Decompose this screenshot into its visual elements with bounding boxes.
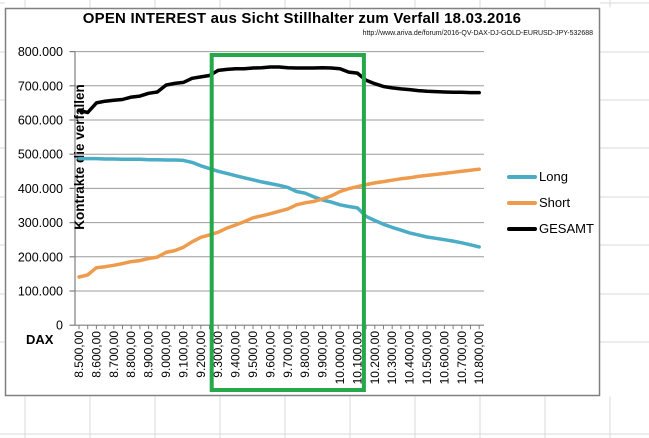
x-tick-label: 10.600,00 bbox=[437, 331, 451, 385]
x-tick-label: 9.600,00 bbox=[263, 331, 277, 378]
y-tick-label: 800.000 bbox=[18, 45, 63, 59]
legend-label: Long bbox=[539, 169, 568, 184]
x-tick-label: 10.200,00 bbox=[368, 331, 382, 385]
legend-label: Short bbox=[539, 195, 571, 210]
x-tick-label: 9.900,00 bbox=[316, 331, 330, 378]
x-tick-label: 8.900,00 bbox=[142, 331, 156, 378]
x-axis-title: DAX bbox=[26, 332, 54, 347]
source-url-text: http://www.ariva.de/forum/2016-QV-DAX-DJ… bbox=[362, 30, 593, 37]
highlight-box bbox=[209, 53, 366, 392]
x-tick-label: 9.100,00 bbox=[176, 331, 190, 378]
x-tick-label: 10.400,00 bbox=[403, 331, 417, 385]
y-tick-label: 400.000 bbox=[18, 182, 63, 196]
legend-swatch-gesamt bbox=[507, 226, 537, 231]
series-line-gesamt bbox=[77, 65, 481, 115]
x-tick-label: 9.800,00 bbox=[298, 331, 312, 378]
series-line-short bbox=[77, 167, 481, 279]
y-tick-label: 700.000 bbox=[18, 79, 63, 93]
x-tick-label: 9.300,00 bbox=[211, 331, 225, 378]
x-tick-label: 8.500,00 bbox=[72, 331, 86, 378]
legend-item-short: Short bbox=[507, 195, 594, 210]
x-tick-label: 9.200,00 bbox=[194, 331, 208, 378]
x-tick-label: 9.500,00 bbox=[246, 331, 260, 378]
x-tick-label: 8.800,00 bbox=[124, 331, 138, 378]
y-tick-label: 300.000 bbox=[18, 216, 63, 230]
x-tick-label: 10.300,00 bbox=[385, 331, 399, 385]
y-tick-label: 200.000 bbox=[18, 250, 63, 264]
legend-item-long: Long bbox=[507, 169, 594, 184]
x-tick-label: 9.000,00 bbox=[159, 331, 173, 378]
series-line-long bbox=[77, 156, 481, 249]
y-tick-label: 100.000 bbox=[18, 285, 63, 299]
x-tick-label: 9.400,00 bbox=[229, 331, 243, 378]
x-tick-label: 8.700,00 bbox=[107, 331, 121, 378]
legend-item-gesamt: GESAMT bbox=[507, 221, 594, 236]
x-tick-label: 10.100,00 bbox=[350, 331, 364, 385]
x-tick-label: 10.000,00 bbox=[333, 331, 347, 385]
legend-label: GESAMT bbox=[539, 221, 594, 236]
legend-swatch-short bbox=[507, 200, 537, 205]
x-tick-label: 9.700,00 bbox=[281, 331, 295, 378]
x-tick-label: 10.800,00 bbox=[472, 331, 486, 385]
x-tick-label: 8.600,00 bbox=[89, 331, 103, 378]
y-tick-label: 600.000 bbox=[18, 114, 63, 128]
y-tick-label: 500.000 bbox=[18, 148, 63, 162]
x-tick-label: 10.700,00 bbox=[455, 331, 469, 385]
chart-title: OPEN INTEREST aus Sicht Stillhalter zum … bbox=[82, 10, 522, 27]
chart-legend: Long Short GESAMT bbox=[507, 169, 594, 236]
x-tick-label: 10.500,00 bbox=[420, 331, 434, 385]
legend-swatch-long bbox=[507, 174, 537, 179]
y-tick-label: 0 bbox=[56, 319, 63, 333]
